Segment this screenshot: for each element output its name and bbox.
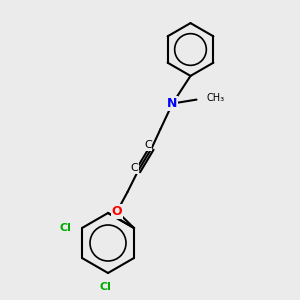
Text: O: O (112, 205, 122, 218)
Text: N: N (167, 97, 178, 110)
Text: CH₃: CH₃ (206, 93, 224, 103)
Text: Cl: Cl (99, 282, 111, 292)
Text: C: C (144, 140, 152, 151)
Text: C: C (130, 163, 138, 173)
Text: Cl: Cl (60, 223, 71, 233)
